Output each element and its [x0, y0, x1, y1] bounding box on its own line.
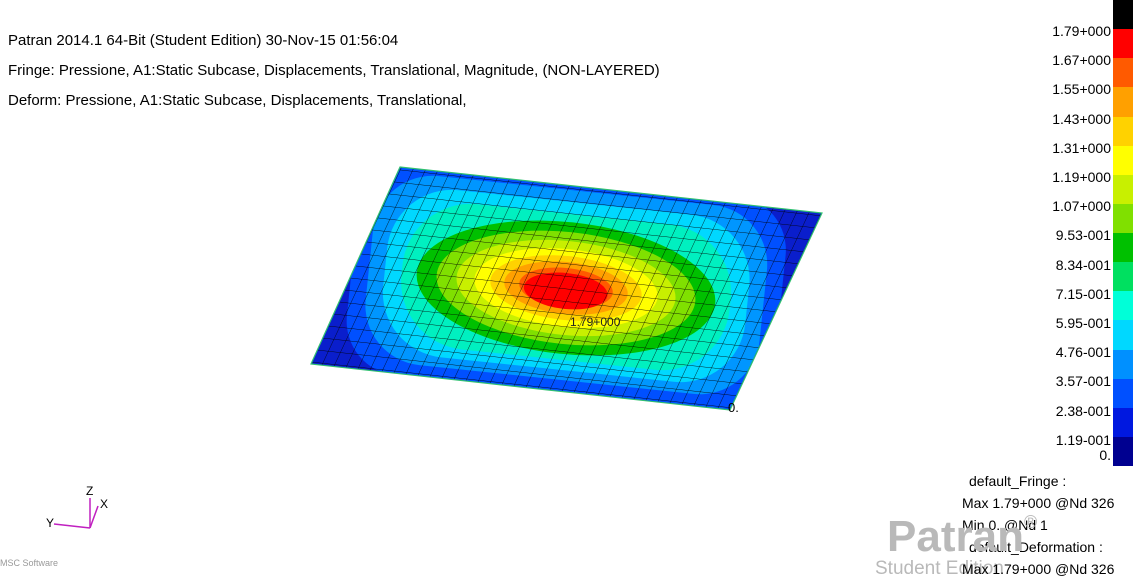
axis-triad: Z X Y — [46, 484, 108, 530]
fringe-scale-label: 0. — [1099, 447, 1111, 463]
deform-stats-title: default_Deformation : — [969, 539, 1103, 555]
fringe-scale-swatch — [1113, 29, 1133, 59]
deform-line: Deform: Pressione, A1:Static Subcase, Di… — [8, 92, 467, 109]
fringe-color-scale — [1113, 0, 1133, 466]
watermark-brand: Patran — [887, 512, 1024, 561]
fringe-scale-label: 9.53-001 — [1055, 227, 1111, 244]
fringe-scale-label: 4.76-001 — [1055, 344, 1111, 361]
fringe-scale-swatch — [1113, 174, 1133, 204]
fringe-scale-label: 8.34-001 — [1055, 256, 1111, 273]
max-node-label: 1.79+000 — [570, 315, 621, 329]
fringe-scale-label: 1.67+000 — [1052, 52, 1111, 69]
fringe-scale-label: 7.15-001 — [1055, 285, 1111, 302]
fringe-scale-label: 1.55+000 — [1052, 81, 1111, 98]
patran-watermark-logo: Patran® — [887, 512, 1037, 562]
plate-outline — [310, 166, 823, 411]
fringe-scale-swatch — [1113, 407, 1133, 437]
fringe-scale-label: 2.38-001 — [1055, 402, 1111, 419]
fringe-stats-title: default_Fringe : — [969, 473, 1067, 489]
fringe-scale-label: 5.95-001 — [1055, 315, 1111, 331]
fringe-scale-swatch — [1113, 291, 1133, 321]
fringe-scale-label: 1.07+000 — [1052, 198, 1111, 215]
fringe-scale-swatch — [1113, 436, 1133, 466]
title-line: Patran 2014.1 64-Bit (Student Edition) 3… — [8, 32, 399, 49]
fringe-scale-swatch — [1113, 0, 1133, 30]
fringe-line: Fringe: Pressione, A1:Static Subcase, Di… — [8, 62, 660, 79]
fringe-scale-label: 3.57-001 — [1055, 373, 1111, 390]
plate-surface — [311, 167, 822, 410]
axis-x-label: X — [100, 497, 108, 511]
fringe-stats-max: Max 1.79+000 @Nd 326 — [962, 495, 1115, 511]
fringe-scale-swatch — [1113, 233, 1133, 263]
watermark-reg: ® — [1023, 512, 1038, 532]
watermark-edition: Student Edition — [875, 558, 1004, 579]
fringe-scale-label: 1.19+000 — [1052, 169, 1111, 185]
fringe-scale-swatch — [1113, 203, 1133, 233]
fringe-scale-label: 1.31+000 — [1052, 139, 1111, 156]
axis-z-label: Z — [86, 484, 93, 498]
deform-stats-max: Max 1.79+000 @Nd 326 — [962, 561, 1115, 577]
fringe-scale-swatch — [1113, 262, 1133, 292]
min-node-label: 0. — [728, 400, 739, 415]
axis-y-label: Y — [46, 516, 54, 530]
fringe-stats-min: Min 0. @Nd 1 — [962, 517, 1048, 533]
fringe-scale-swatch — [1113, 378, 1133, 408]
fringe-scale-swatch — [1113, 87, 1133, 117]
fringe-scale-swatch — [1113, 116, 1133, 146]
fringe-scale-label: 1.79+000 — [1052, 23, 1111, 39]
fringe-scale-label: 1.19-001 — [1055, 431, 1111, 448]
fringe-scale-swatch — [1113, 58, 1133, 88]
fringe-scale-swatch — [1113, 320, 1133, 350]
fringe-scale-swatch — [1113, 145, 1133, 175]
fringe-scale-swatch — [1113, 349, 1133, 379]
fringe-scale-label: 1.43+000 — [1052, 110, 1111, 127]
msc-software-logo: MSC Software — [0, 558, 59, 568]
